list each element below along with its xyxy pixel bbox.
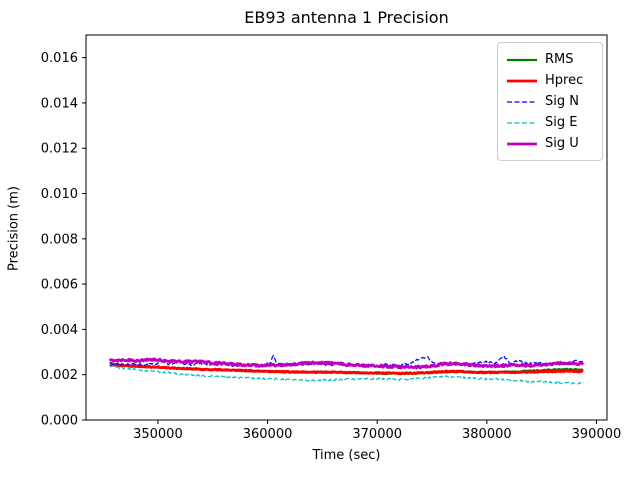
y-tick-label: 0.002: [41, 368, 78, 383]
series-line-sig-e: [109, 364, 584, 385]
y-tick-label: 0.004: [41, 323, 78, 338]
axes-spines: [85, 34, 608, 421]
legend-line-sample: [507, 58, 537, 61]
legend-label: Hprec: [545, 73, 584, 88]
x-tick-label: 350000: [133, 427, 183, 442]
legend-label: RMS: [545, 52, 574, 67]
legend-item-sig-u: Sig U: [507, 133, 593, 154]
y-tick-label: 0.016: [41, 51, 78, 66]
x-tick-label: 370000: [352, 427, 402, 442]
y-tick-label: 0.014: [41, 96, 78, 111]
legend-label: Sig E: [545, 115, 578, 130]
series-line-hprec: [109, 363, 584, 376]
legend-item-sig-n: Sig N: [507, 91, 593, 112]
legend-line-sample: [507, 121, 537, 124]
legend-label: Sig N: [545, 94, 579, 109]
legend-item-hprec: Hprec: [507, 70, 593, 91]
y-tick-label: 0.010: [41, 187, 78, 202]
y-tick-label: 0.006: [41, 278, 78, 293]
y-tick-label: 0.000: [41, 414, 78, 429]
y-tick-label: 0.012: [41, 142, 78, 157]
x-tick-label: 380000: [462, 427, 512, 442]
legend-line-sample: [507, 79, 537, 82]
x-tick-label: 390000: [572, 427, 622, 442]
chart-title: EB93 antenna 1 Precision: [244, 8, 449, 27]
legend-label: Sig U: [545, 136, 579, 151]
x-tick-label: 360000: [243, 427, 293, 442]
legend-item-sig-e: Sig E: [507, 112, 593, 133]
x-axis-label: Time (sec): [312, 448, 381, 463]
legend-line-sample: [507, 142, 537, 145]
y-tick-label: 0.008: [41, 232, 78, 247]
legend-item-rms: RMS: [507, 49, 593, 70]
series-line-sig-u: [108, 357, 585, 370]
legend: RMS Hprec Sig N Sig E Sig U: [497, 42, 603, 161]
y-axis-label: Precision (m): [6, 186, 22, 271]
legend-line-sample: [507, 100, 537, 103]
